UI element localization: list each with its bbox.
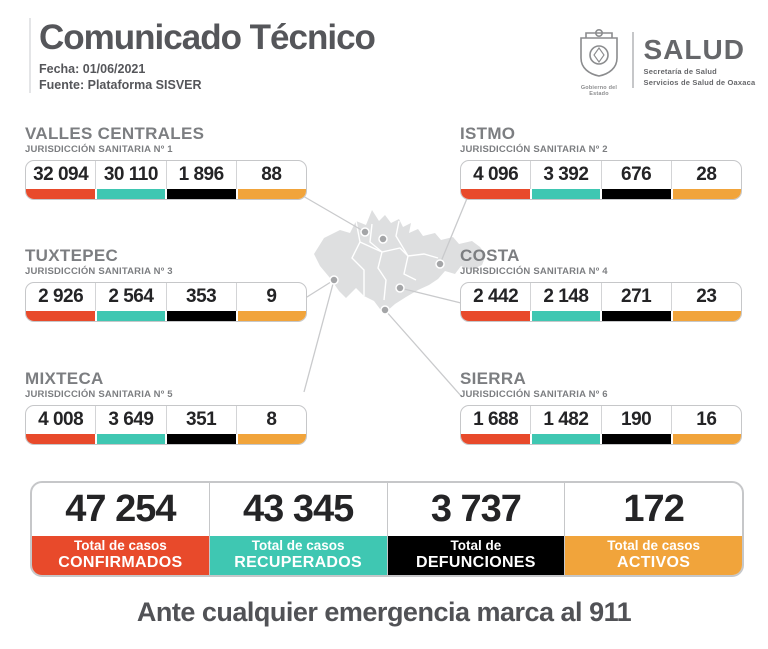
region-stat-box: 4 096 3 392 676 28 (460, 160, 742, 200)
region-name: ISTMO (460, 124, 516, 143)
region-jurisdiction: JURISDICCIÓN SANITARIA Nº 4 (460, 266, 608, 277)
jurisdiction-dots (329, 227, 445, 315)
recovered-value: 3 392 (530, 161, 600, 189)
recovered-value: 2 564 (95, 283, 165, 311)
report-date: Fecha: 01/06/2021 (39, 62, 146, 76)
region-jurisdiction: JURISDICCIÓN SANITARIA Nº 2 (460, 144, 608, 155)
confirmed-value: 2 442 (473, 286, 519, 307)
total-confirmed-value: 47 254 (65, 488, 176, 530)
header: Comunicado Técnico Fecha: 01/06/2021 Fue… (29, 18, 376, 93)
region-block-mixteca: MIXTECA JURISDICCIÓN SANITARIA Nº 5 4 00… (25, 369, 307, 445)
region-stat-box: 4 008 3 649 351 8 (25, 405, 307, 445)
region-block-valles-centrales: VALLES CENTRALES JURISDICCIÓN SANITARIA … (25, 124, 307, 200)
region-stat-box: 32 094 30 110 1 896 88 (25, 160, 307, 200)
region-block-istmo: ISTMO JURISDICCIÓN SANITARIA Nº 2 4 096 … (460, 124, 742, 200)
region-jurisdiction: JURISDICCIÓN SANITARIA Nº 5 (25, 389, 173, 400)
totals-summary-bar: 47 254 Total de casos CONFIRMADOS 43 345… (30, 481, 744, 577)
recovered-value: 2 148 (530, 283, 600, 311)
page-title: Comunicado Técnico (39, 18, 376, 57)
region-name: VALLES CENTRALES (25, 124, 205, 143)
total-active: 172 Total de casos ACTIVOS (564, 483, 742, 575)
total-active-value: 172 (623, 488, 684, 530)
salud-wordmark: SALUD (643, 34, 745, 65)
active-value: 88 (235, 161, 306, 189)
region-name: COSTA (460, 246, 520, 265)
region-block-costa: COSTA JURISDICCIÓN SANITARIA Nº 4 2 442 … (460, 246, 742, 322)
active-value: 23 (670, 283, 741, 311)
active-value: 8 (235, 406, 306, 434)
total-recovered-label: Total de casos RECUPERADOS (209, 536, 387, 575)
category-color-bars (461, 311, 741, 321)
category-color-bars (461, 189, 741, 199)
category-color-bars (461, 434, 741, 444)
state-crest: Gobierno del Estado (574, 28, 624, 97)
emergency-notice: Ante cualquier emergencia marca al 911 (136, 597, 632, 627)
deaths-value: 353 (165, 283, 236, 311)
region-jurisdiction: JURISDICCIÓN SANITARIA Nº 6 (460, 389, 608, 400)
region-block-sierra: SIERRA JURISDICCIÓN SANITARIA Nº 6 1 688… (460, 369, 742, 445)
active-value: 9 (235, 283, 306, 311)
confirmed-value: 1 688 (473, 409, 519, 430)
category-color-bars (26, 189, 306, 199)
confirmed-value: 4 096 (473, 164, 519, 185)
category-color-bars (26, 434, 306, 444)
region-stat-box: 2 926 2 564 353 9 (25, 282, 307, 322)
jurisdiction-borders (351, 220, 439, 301)
total-confirmed: 47 254 Total de casos CONFIRMADOS (32, 483, 209, 575)
region-name: MIXTECA (25, 369, 104, 388)
region-jurisdiction: JURISDICCIÓN SANITARIA Nº 3 (25, 266, 173, 277)
confirmed-value: 4 008 (38, 409, 84, 430)
recovered-value: 1 482 (530, 406, 600, 434)
region-name: TUXTEPEC (25, 246, 119, 265)
region-stat-box: 1 688 1 482 190 16 (460, 405, 742, 445)
region-stat-box: 2 442 2 148 271 23 (460, 282, 742, 322)
total-deaths-label: Total de DEFUNCIONES (387, 536, 565, 575)
category-color-bars (26, 311, 306, 321)
salud-subtitle-2: Servicios de Salud de Oaxaca (643, 78, 756, 87)
total-deaths: 3 737 Total de DEFUNCIONES (386, 483, 565, 575)
recovered-value: 30 110 (95, 161, 165, 189)
total-deaths-value: 3 737 (430, 488, 522, 530)
region-block-tuxtepec: TUXTEPEC JURISDICCIÓN SANITARIA Nº 3 2 9… (25, 246, 307, 322)
deaths-value: 351 (165, 406, 236, 434)
logo-text: SALUD Secretaría de Salud Servicios de S… (643, 28, 756, 88)
deaths-value: 271 (600, 283, 671, 311)
salud-logo: Gobierno del Estado SALUD Secretaría de … (574, 28, 755, 97)
active-value: 16 (670, 406, 741, 434)
crest-caption: Gobierno del Estado (580, 85, 618, 97)
confirmed-value: 2 926 (38, 286, 84, 307)
region-jurisdiction: JURISDICCIÓN SANITARIA Nº 1 (25, 144, 173, 155)
map-silhouette (314, 210, 486, 312)
total-recovered-value: 43 345 (243, 488, 354, 530)
crest-icon (580, 28, 618, 77)
region-name: SIERRA (460, 369, 527, 388)
deaths-value: 676 (600, 161, 671, 189)
total-recovered: 43 345 Total de casos RECUPERADOS (208, 483, 387, 575)
logo-divider (632, 32, 634, 88)
deaths-value: 1 896 (165, 161, 236, 189)
recovered-value: 3 649 (95, 406, 165, 434)
total-confirmed-label: Total de casos CONFIRMADOS (32, 536, 209, 575)
total-active-label: Total de casos ACTIVOS (565, 536, 742, 575)
active-value: 28 (670, 161, 741, 189)
deaths-value: 190 (600, 406, 671, 434)
report-source: Fuente: Plataforma SISVER (39, 78, 202, 92)
confirmed-value: 32 094 (33, 164, 89, 185)
salud-subtitle-1: Secretaría de Salud (643, 66, 717, 76)
